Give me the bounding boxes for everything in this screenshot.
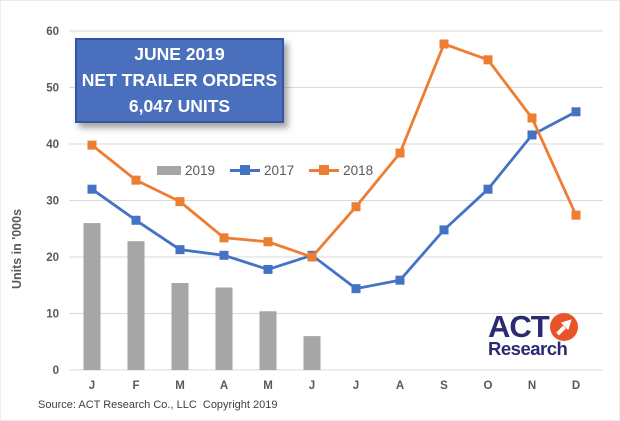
x-tick-2: M [175, 380, 185, 392]
y-tick-50: 50 [46, 83, 59, 95]
y-tick-60: 60 [46, 26, 59, 38]
bar-2019-M2 [171, 282, 189, 370]
legend-swatch-2018 [309, 165, 340, 175]
legend-item-2017: 2017 [230, 163, 294, 178]
legend-item-2018: 2018 [309, 163, 373, 178]
x-tick-11: D [572, 380, 580, 392]
y-tick-0: 0 [53, 365, 59, 377]
marker-2018-S8 [439, 39, 449, 49]
marker-2018-M2 [175, 197, 185, 207]
y-tick-10: 10 [46, 309, 59, 321]
x-tick-1: F [132, 380, 139, 392]
x-tick-4: M [263, 380, 273, 392]
legend-swatch-2019 [157, 165, 181, 175]
line-2017 [90, 110, 578, 291]
marker-2018-J6 [351, 202, 361, 212]
legend-label-2019: 2019 [185, 162, 216, 178]
marker-2018-J5 [307, 252, 317, 262]
x-tick-5: J [309, 380, 315, 392]
marker-2018-J0 [87, 140, 97, 150]
x-tick-10: N [528, 380, 536, 392]
marker-2017-S8 [439, 225, 449, 235]
title-line-2: NET TRAILER ORDERS [81, 70, 278, 90]
logo-arrow-icon [549, 313, 578, 341]
marker-2017-F1 [131, 215, 141, 225]
marker-2017-M4 [263, 264, 273, 274]
line-2018 [90, 42, 578, 259]
legend-item-2019: 2019 [157, 163, 215, 178]
title-line-1: JUNE 2019 [134, 44, 225, 64]
marker-2017-D11 [571, 107, 581, 117]
x-tick-8: S [440, 380, 448, 392]
logo-top-row: ACT [488, 309, 603, 344]
bar-2019-J5 [303, 336, 321, 370]
x-tick-3: A [220, 380, 228, 392]
marker-2018-O9 [483, 55, 493, 65]
marker-2018-N10 [527, 113, 537, 123]
legend-label-2017: 2017 [264, 162, 295, 178]
bar-2019-M4 [259, 311, 277, 370]
marker-2017-J6 [351, 284, 361, 294]
marker-2018-A3 [219, 233, 229, 243]
marker-2017-J0 [87, 184, 97, 194]
y-tick-30: 30 [46, 196, 59, 208]
marker-2018-D11 [571, 210, 581, 220]
bar-2019-J0 [83, 223, 101, 370]
marker-2018-F1 [131, 175, 141, 185]
marker-2017-M2 [175, 245, 185, 255]
act-research-logo: ACT Research [488, 309, 603, 360]
y-tick-20: 20 [46, 252, 59, 264]
legend-label-2018: 2018 [343, 162, 374, 178]
bar-2019-F1 [127, 241, 145, 370]
source-caption: Source: ACT Research Co., LLC Copyright … [38, 399, 278, 411]
legend: 2019 2017 2018 [157, 159, 373, 181]
title-line-3: 6,047 UNITS [128, 96, 231, 116]
x-tick-7: A [396, 380, 404, 392]
x-tick-6: J [353, 380, 359, 392]
logo-act-text: ACT [488, 309, 550, 344]
marker-2017-O9 [483, 184, 493, 194]
logo-research-text: Research [488, 338, 568, 359]
x-tick-0: J [89, 380, 95, 392]
marker-2017-N10 [527, 130, 537, 140]
marker-2018-M4 [263, 237, 273, 247]
bar-2019-A3 [215, 287, 233, 370]
chart-title-box: JUNE 2019 NET TRAILER ORDERS 6,047 UNITS [75, 38, 284, 123]
legend-swatch-2017 [230, 165, 261, 175]
y-axis-label: Units in '000s [10, 209, 24, 289]
x-tick-9: O [484, 380, 493, 392]
marker-2017-A3 [219, 250, 229, 260]
y-tick-40: 40 [46, 139, 59, 151]
marker-2017-A7 [395, 275, 405, 285]
marker-2018-A7 [395, 148, 405, 158]
